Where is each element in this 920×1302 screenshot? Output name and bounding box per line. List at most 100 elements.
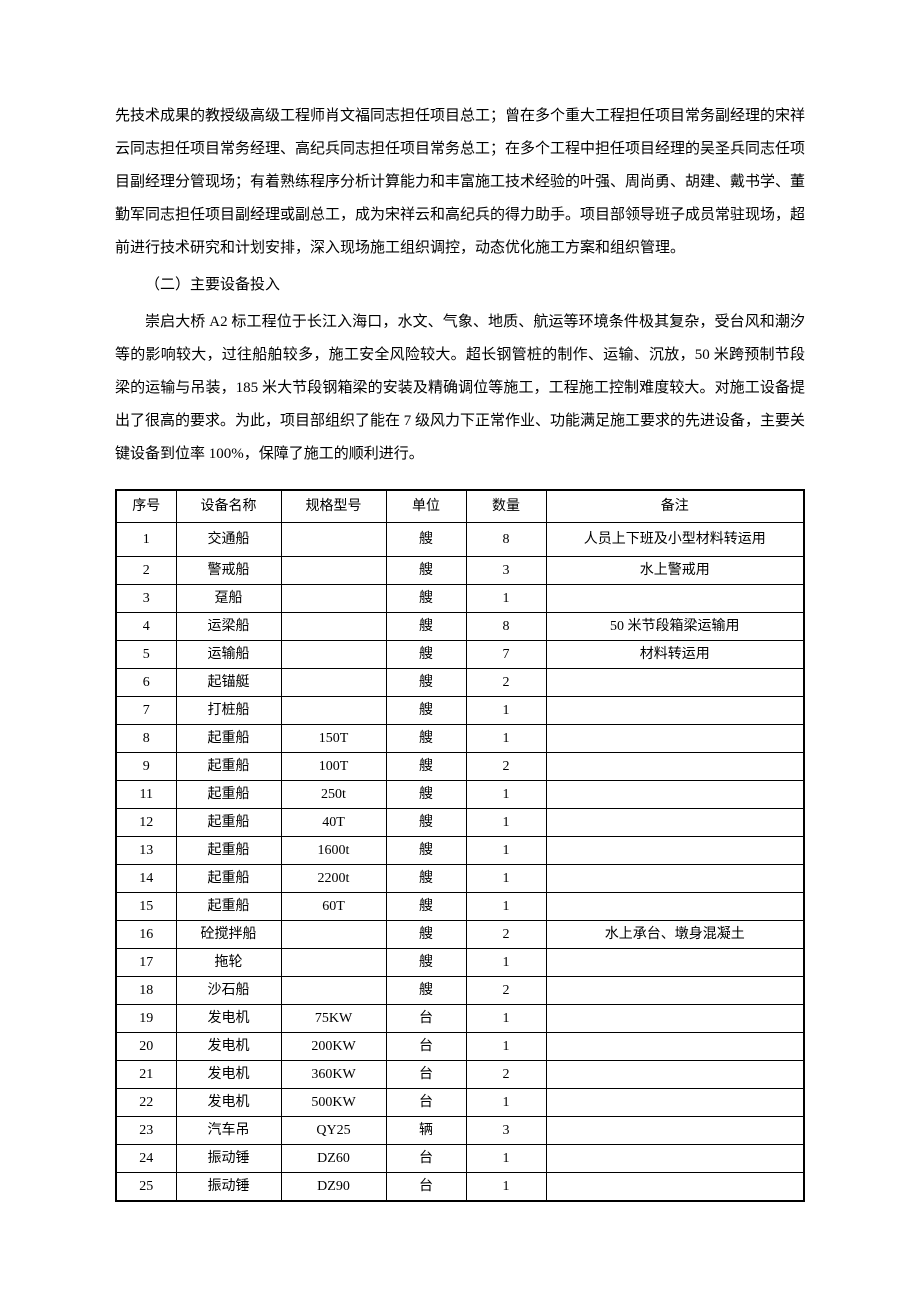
cell-seq: 2 [116,557,176,585]
cell-name: 运梁船 [176,613,281,641]
cell-spec: 500KW [281,1089,386,1117]
cell-note: 50 米节段箱梁运输用 [546,613,804,641]
cell-note: 水上承台、墩身混凝土 [546,921,804,949]
cell-qty: 1 [466,725,546,753]
cell-name: 汽车吊 [176,1117,281,1145]
table-header-row: 序号 设备名称 规格型号 单位 数量 备注 [116,490,804,523]
cell-note [546,1145,804,1173]
cell-note [546,697,804,725]
table-row: 22发电机500KW台1 [116,1089,804,1117]
cell-name: 起重船 [176,865,281,893]
table-row: 23汽车吊QY25辆3 [116,1117,804,1145]
cell-seq: 14 [116,865,176,893]
cell-qty: 1 [466,1089,546,1117]
cell-unit: 台 [386,1005,466,1033]
cell-spec: 250t [281,781,386,809]
cell-seq: 17 [116,949,176,977]
table-row: 9起重船100T艘2 [116,753,804,781]
cell-seq: 23 [116,1117,176,1145]
cell-name: 交通船 [176,523,281,557]
cell-name: 振动锤 [176,1173,281,1202]
table-row: 2警戒船艘3水上警戒用 [116,557,804,585]
cell-note: 人员上下班及小型材料转运用 [546,523,804,557]
col-header-seq: 序号 [116,490,176,523]
cell-qty: 2 [466,753,546,781]
cell-name: 起重船 [176,753,281,781]
cell-qty: 8 [466,613,546,641]
col-header-spec: 规格型号 [281,490,386,523]
section-heading-equipment: （二）主要设备投入 [115,269,805,302]
cell-seq: 19 [116,1005,176,1033]
cell-name: 运输船 [176,641,281,669]
cell-unit: 艘 [386,585,466,613]
cell-unit: 艘 [386,669,466,697]
cell-note: 材料转运用 [546,641,804,669]
cell-note [546,837,804,865]
cell-seq: 5 [116,641,176,669]
table-row: 19发电机75KW台1 [116,1005,804,1033]
table-row: 16砼搅拌船艘2水上承台、墩身混凝土 [116,921,804,949]
cell-seq: 3 [116,585,176,613]
cell-unit: 艘 [386,949,466,977]
cell-name: 起重船 [176,725,281,753]
cell-seq: 13 [116,837,176,865]
table-row: 13起重船1600t艘1 [116,837,804,865]
cell-seq: 21 [116,1061,176,1089]
cell-qty: 3 [466,557,546,585]
table-row: 21发电机360KW台2 [116,1061,804,1089]
table-row: 12起重船40T艘1 [116,809,804,837]
cell-qty: 1 [466,1033,546,1061]
cell-note [546,781,804,809]
cell-qty: 2 [466,977,546,1005]
cell-name: 起重船 [176,893,281,921]
cell-note [546,893,804,921]
cell-unit: 台 [386,1173,466,1202]
col-header-unit: 单位 [386,490,466,523]
cell-seq: 11 [116,781,176,809]
cell-note: 水上警戒用 [546,557,804,585]
cell-qty: 2 [466,669,546,697]
col-header-note: 备注 [546,490,804,523]
cell-spec: 200KW [281,1033,386,1061]
cell-spec: QY25 [281,1117,386,1145]
cell-spec [281,949,386,977]
cell-unit: 艘 [386,893,466,921]
table-row: 24振动锤DZ60台1 [116,1145,804,1173]
col-header-qty: 数量 [466,490,546,523]
cell-unit: 台 [386,1033,466,1061]
cell-seq: 25 [116,1173,176,1202]
cell-note [546,1005,804,1033]
table-row: 4运梁船艘850 米节段箱梁运输用 [116,613,804,641]
table-row: 5运输船艘7材料转运用 [116,641,804,669]
cell-name: 发电机 [176,1089,281,1117]
cell-note [546,977,804,1005]
table-row: 8起重船150T艘1 [116,725,804,753]
cell-unit: 艘 [386,697,466,725]
cell-qty: 1 [466,1173,546,1202]
cell-spec [281,557,386,585]
cell-unit: 艘 [386,977,466,1005]
cell-name: 沙石船 [176,977,281,1005]
cell-unit: 台 [386,1061,466,1089]
cell-spec [281,641,386,669]
paragraph-equipment-intro: 崇启大桥 A2 标工程位于长江入海口，水文、气象、地质、航运等环境条件极其复杂，… [115,306,805,471]
cell-note [546,669,804,697]
cell-unit: 台 [386,1145,466,1173]
cell-spec: 360KW [281,1061,386,1089]
cell-unit: 艘 [386,837,466,865]
cell-note [546,865,804,893]
cell-note [546,585,804,613]
cell-name: 发电机 [176,1005,281,1033]
equipment-table: 序号 设备名称 规格型号 单位 数量 备注 1交通船艘8人员上下班及小型材料转运… [115,489,805,1202]
cell-seq: 18 [116,977,176,1005]
cell-spec: 100T [281,753,386,781]
cell-qty: 1 [466,585,546,613]
cell-name: 发电机 [176,1033,281,1061]
cell-qty: 7 [466,641,546,669]
cell-note [546,1089,804,1117]
table-row: 11起重船250t艘1 [116,781,804,809]
cell-unit: 艘 [386,613,466,641]
cell-spec [281,669,386,697]
cell-seq: 20 [116,1033,176,1061]
cell-seq: 15 [116,893,176,921]
